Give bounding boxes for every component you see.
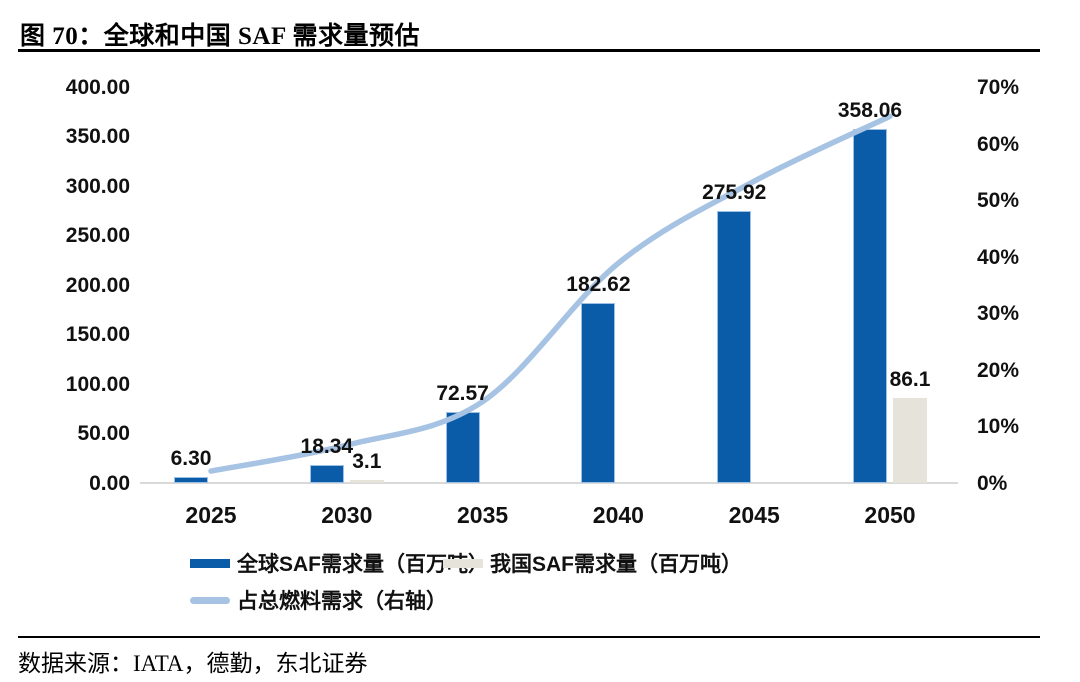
bar-value-label: 3.1 — [352, 450, 382, 474]
china-saf-bar — [893, 398, 927, 484]
right-axis-tick-label: 10% — [977, 415, 1020, 438]
left-axis-tick-label: 400.00 — [65, 76, 130, 99]
bar-value-label: 358.06 — [837, 99, 903, 123]
right-axis-tick-label: 50% — [977, 189, 1020, 212]
legend-label-global-saf: 全球SAF需求量（百万吨） — [237, 553, 489, 576]
left-axis-tick-label: 50.00 — [77, 422, 130, 446]
china-saf-swatch-icon — [443, 558, 483, 568]
global-saf-swatch-icon — [190, 558, 230, 568]
x-axis-label: 2025 — [185, 502, 237, 528]
legend-item-fuel-share: 占总燃料需求（右轴） — [190, 585, 447, 615]
x-axis-label: 2035 — [457, 502, 509, 528]
left-axis-tick-label: 250.00 — [65, 224, 130, 248]
title-underline — [18, 49, 1040, 52]
left-axis-tick-label: 300.00 — [65, 174, 130, 198]
footer-rule — [18, 636, 1040, 638]
legend-item-china-saf: 我国SAF需求量（百万吨） — [443, 548, 742, 578]
bar-value-label: 72.57 — [436, 381, 489, 405]
fuel-share-line-swatch-icon — [190, 596, 230, 604]
right-axis-tick-label: 60% — [977, 132, 1020, 156]
global-saf-bar — [445, 411, 480, 484]
x-axis-line — [140, 482, 958, 484]
bar-value-label: 6.30 — [170, 447, 212, 471]
global-saf-bar — [717, 210, 752, 484]
bar-value-label: 182.62 — [566, 272, 631, 296]
legend-label-fuel-share: 占总燃料需求（右轴） — [237, 590, 447, 613]
left-axis-tick-label: 350.00 — [65, 125, 130, 149]
global-saf-bar — [853, 129, 887, 484]
right-axis-tick-label: 30% — [977, 302, 1020, 325]
x-axis-label: 2045 — [728, 502, 780, 528]
figure-title: 图 70：全球和中国 SAF 需求量预估 — [20, 23, 421, 50]
left-axis-tick-label: 0.00 — [89, 471, 130, 495]
right-axis-tick-label: 0% — [977, 471, 1008, 495]
global-saf-bar — [581, 302, 616, 484]
legend-item-global-saf: 全球SAF需求量（百万吨） — [190, 548, 489, 578]
left-axis-tick-label: 100.00 — [65, 372, 130, 396]
left-axis-tick-label: 200.00 — [65, 273, 130, 297]
bar-value-label: 86.1 — [889, 368, 931, 392]
global-saf-bar — [309, 465, 344, 484]
fuel-share-line — [208, 113, 893, 474]
x-axis-label: 2040 — [592, 502, 644, 528]
right-axis-tick-label: 40% — [977, 245, 1020, 269]
bar-value-label: 18.34 — [300, 435, 354, 459]
left-axis-tick-label: 150.00 — [65, 323, 130, 347]
bar-value-label: 275.92 — [702, 180, 767, 204]
global-saf-bar — [174, 477, 208, 484]
china-saf-bar — [349, 480, 384, 484]
x-axis-label: 2030 — [321, 502, 373, 528]
legend-label-china-saf: 我国SAF需求量（百万吨） — [490, 553, 742, 576]
right-axis-tick-label: 70% — [977, 76, 1020, 99]
data-source: 数据来源：IATA，德勤，东北证券 — [18, 651, 368, 676]
x-axis-label: 2050 — [864, 502, 916, 528]
right-axis-tick-label: 20% — [977, 358, 1020, 382]
